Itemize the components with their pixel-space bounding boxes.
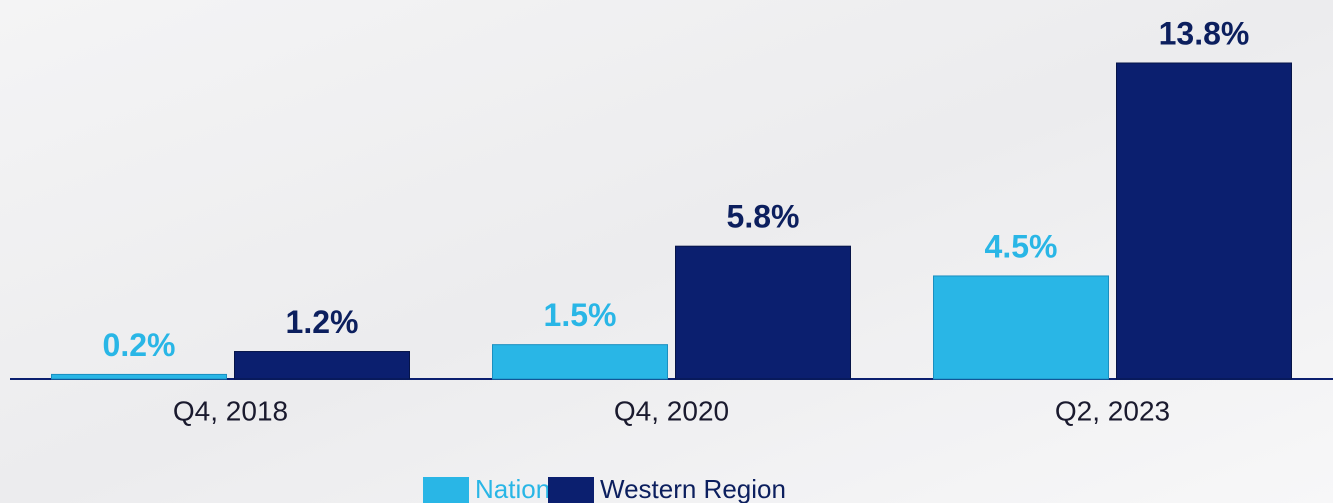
legend-label: Western Region bbox=[600, 474, 786, 503]
page: {"chart_data": {"type": "bar", "categori… bbox=[0, 0, 1333, 503]
legend-swatch bbox=[548, 477, 594, 503]
value-label: 5.8% bbox=[727, 199, 800, 235]
value-label: 0.2% bbox=[103, 327, 176, 363]
value-label: 1.5% bbox=[544, 297, 617, 333]
legend-swatch bbox=[423, 477, 469, 503]
bar bbox=[676, 246, 851, 379]
bar bbox=[235, 352, 410, 379]
value-label: 4.5% bbox=[985, 228, 1058, 264]
value-label: 1.2% bbox=[286, 304, 359, 340]
bar bbox=[493, 345, 668, 379]
bar bbox=[52, 374, 227, 379]
x-tick-label: Q2, 2023 bbox=[1055, 395, 1170, 426]
bar bbox=[934, 276, 1109, 379]
bar bbox=[1117, 63, 1292, 379]
chart: Q4, 2018 0.2% 1.2% Q4, 2020 1.5% 5.8% Q2, 2023… bbox=[0, 0, 1333, 503]
x-tick-label: Q4, 2020 bbox=[614, 395, 729, 426]
value-label: 13.8% bbox=[1159, 15, 1250, 51]
x-tick-label: Q4, 2018 bbox=[173, 395, 288, 426]
